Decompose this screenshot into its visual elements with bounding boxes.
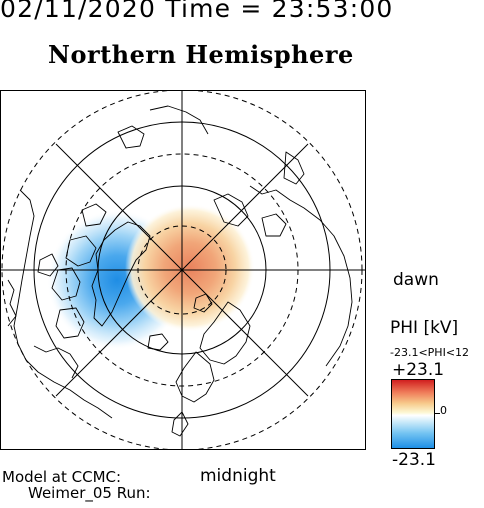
colorbar-zero-tick [434,413,440,414]
colorbar-range: -23.1<PHI<12 [390,346,470,359]
colorbar-min-label: -23.1 [392,450,436,470]
midnight-label: midnight [200,466,276,486]
positive-cell-shape [125,204,255,332]
run-label: Weimer_05 Run: [28,484,151,502]
date-time-title: 02/11/2020 Time = 23:53:00 [0,0,394,23]
colorbar-title: PHI [kV] [390,318,459,338]
colorbar-max-label: +23.1 [392,360,445,380]
colorbar [391,379,435,449]
meridian-lines [0,90,366,450]
coastlines [7,105,353,437]
model-label: Model at CCMC: [2,468,122,486]
polar-map [0,90,366,450]
colorbar-zero-label: 0 [440,404,447,417]
dawn-label: dawn [393,270,439,290]
hemisphere-title: Northern Hemisphere [48,40,354,69]
